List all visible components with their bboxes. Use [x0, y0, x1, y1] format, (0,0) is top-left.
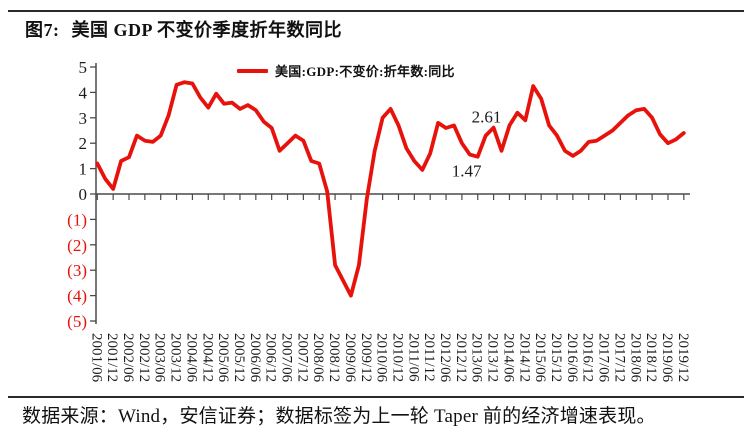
- figure-label: 图7:: [25, 20, 60, 40]
- x-tick-label: 2014/12: [516, 333, 532, 382]
- x-tick-label: 2011/06: [405, 333, 421, 382]
- x-tick-label: 2007/06: [279, 333, 295, 383]
- x-tick-label: 2002/12: [136, 333, 152, 382]
- x-tick-label: 2013/12: [485, 333, 501, 382]
- legend-line-swatch: [237, 69, 268, 73]
- y-tick-label: (3): [67, 261, 87, 280]
- x-tick-label: 2010/06: [374, 333, 390, 383]
- gdp-yoy-line: [95, 80, 686, 298]
- x-tick-label: 2013/06: [469, 333, 485, 383]
- top-rule: [8, 10, 744, 12]
- x-tick-label: 2002/06: [120, 333, 136, 383]
- annotation-label: 2.61: [472, 108, 502, 127]
- chart-legend: 美国:GDP:不变价:折年数:同比: [237, 61, 455, 80]
- x-tick-label: 2018/06: [627, 333, 643, 383]
- x-tick-label: 2011/12: [421, 333, 437, 382]
- x-tick-label: 2014/06: [500, 333, 516, 383]
- x-tick-label: 2003/12: [168, 333, 184, 382]
- y-tick-label: (4): [67, 287, 87, 306]
- x-tick-label: 2019/06: [659, 333, 675, 383]
- x-tick-label: 2019/12: [675, 333, 691, 382]
- x-tick-label: 2012/12: [453, 333, 469, 382]
- x-tick-label: 2007/12: [294, 333, 310, 382]
- x-tick-label: 2001/12: [104, 333, 120, 382]
- x-tick-label: 2008/12: [326, 333, 342, 382]
- y-tick-label: (2): [67, 236, 87, 255]
- x-tick-label: 2016/12: [580, 333, 596, 382]
- y-tick-label: 5: [79, 58, 88, 77]
- x-tick-label: 2008/06: [310, 333, 326, 383]
- footer-rule: [8, 396, 744, 398]
- x-tick-label: 2015/06: [532, 333, 548, 383]
- y-tick-label: 3: [79, 109, 88, 128]
- x-tick-label: 2017/12: [611, 333, 627, 382]
- x-tick-label: 2009/06: [342, 333, 358, 383]
- x-tick-label: 2004/12: [199, 333, 215, 382]
- x-tick-label: 2015/12: [548, 333, 564, 382]
- x-tick-label: 2003/06: [152, 333, 168, 383]
- x-tick-label: 2016/06: [564, 333, 580, 383]
- x-tick-label: 2017/06: [596, 333, 612, 383]
- x-tick-label: 2006/12: [263, 333, 279, 382]
- x-tick-label: 2001/06: [88, 333, 104, 383]
- y-tick-label: 2: [79, 134, 88, 153]
- source-note: 数据来源：Wind，安信证券；数据标签为上一轮 Taper 前的经济增速表现。: [22, 406, 656, 427]
- y-tick-label: (1): [67, 210, 87, 229]
- y-tick-label: (5): [67, 312, 87, 331]
- x-tick-label: 2005/12: [231, 333, 247, 382]
- figure-title: 美国 GDP 不变价季度折年数同比: [71, 20, 343, 40]
- x-tick-label: 2012/06: [437, 333, 453, 383]
- x-tick-label: 2006/06: [247, 333, 263, 383]
- legend-label: 美国:GDP:不变价:折年数:同比: [275, 64, 455, 79]
- y-tick-label: 0: [79, 185, 88, 204]
- y-tick-label: 1: [79, 160, 88, 179]
- y-tick-label: 4: [79, 83, 88, 102]
- x-tick-label: 2004/06: [183, 333, 199, 383]
- x-tick-label: 2018/12: [643, 333, 659, 382]
- x-tick-label: 2009/12: [358, 333, 374, 382]
- figure-title-row: 图7: 美国 GDP 不变价季度折年数同比: [25, 16, 342, 42]
- x-tick-label: 2005/06: [215, 333, 231, 383]
- x-tick-label: 2010/12: [389, 333, 405, 382]
- annotation-label: 1.47: [452, 162, 482, 181]
